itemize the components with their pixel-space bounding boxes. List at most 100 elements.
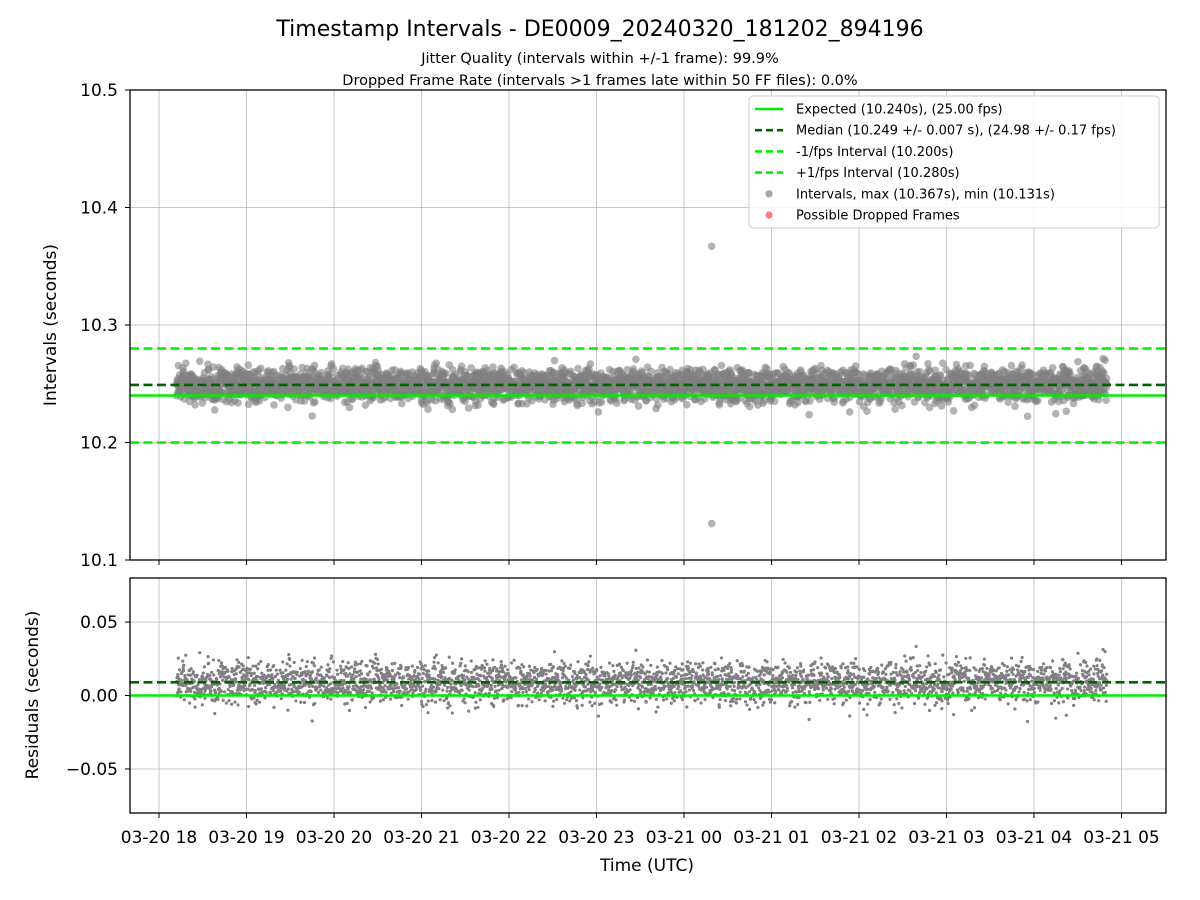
residual-point xyxy=(248,667,253,671)
interval-point xyxy=(441,369,450,378)
residual-point xyxy=(388,686,392,691)
residual-point xyxy=(288,664,292,668)
residual-point xyxy=(335,672,340,676)
residual-point xyxy=(492,704,496,709)
residual-point xyxy=(363,705,368,710)
residual-point xyxy=(437,679,442,683)
residual-point xyxy=(262,673,266,677)
residual-point xyxy=(220,664,224,668)
residual-point xyxy=(419,662,423,666)
residual-point xyxy=(365,664,369,668)
interval-point xyxy=(464,404,473,412)
interval-point xyxy=(348,395,357,403)
residual-point xyxy=(390,668,394,673)
interval-point xyxy=(1101,356,1109,365)
residual-point xyxy=(502,698,506,702)
interval-point xyxy=(891,405,899,414)
interval-point xyxy=(715,401,724,409)
residual-point xyxy=(351,673,355,677)
residual-point xyxy=(483,659,487,663)
residual-point xyxy=(503,664,507,668)
residual-point xyxy=(213,690,218,694)
residual-point xyxy=(473,677,477,681)
residual-point xyxy=(189,689,193,694)
residual-point xyxy=(383,684,387,688)
residual-point xyxy=(322,684,326,688)
residual-point xyxy=(448,704,452,708)
residual-point xyxy=(259,659,263,664)
residual-point xyxy=(453,668,457,672)
residual-point xyxy=(213,711,217,716)
residual-point xyxy=(457,674,461,678)
interval-point xyxy=(519,368,528,377)
top-tick-label-y: 10.3 xyxy=(80,316,118,336)
residual-point xyxy=(203,696,207,700)
residual-point xyxy=(396,686,401,690)
residual-point xyxy=(413,668,417,673)
residual-point xyxy=(339,664,343,668)
residual-point xyxy=(222,690,227,694)
residual-point xyxy=(328,681,333,686)
residual-point xyxy=(341,686,345,690)
residual-point xyxy=(430,698,434,703)
residual-point xyxy=(282,683,286,687)
residual-point xyxy=(426,669,431,673)
residual-point xyxy=(308,673,313,677)
residual-point xyxy=(316,690,321,695)
residual-point xyxy=(319,665,323,669)
residual-point xyxy=(356,670,360,674)
residual-point xyxy=(281,660,285,664)
residual-point xyxy=(256,667,260,671)
residual-point xyxy=(247,678,251,682)
residual-point xyxy=(208,673,212,678)
residual-point xyxy=(417,672,422,676)
residual-point xyxy=(327,670,331,674)
x-tick-label: 03-20 19 xyxy=(208,828,284,848)
interval-point xyxy=(1094,395,1103,404)
residual-point xyxy=(492,696,497,700)
residual-point xyxy=(270,673,274,677)
residual-point xyxy=(409,688,413,692)
residual-point xyxy=(459,684,463,688)
interval-point xyxy=(1051,409,1060,418)
residual-point xyxy=(192,680,196,684)
interval-point xyxy=(1048,364,1057,372)
residual-point xyxy=(490,676,495,681)
residual-point xyxy=(398,689,402,693)
residual-point xyxy=(441,670,446,674)
residual-point xyxy=(230,667,234,671)
residual-point xyxy=(421,671,425,676)
residual-point xyxy=(257,662,261,666)
residual-point xyxy=(311,661,315,665)
residual-point xyxy=(286,687,290,691)
x-tick-label: 03-21 03 xyxy=(908,828,984,848)
residual-point xyxy=(463,664,467,668)
interval-point xyxy=(970,401,979,410)
residual-point xyxy=(368,700,372,704)
interval-point xyxy=(597,398,606,406)
residual-point xyxy=(239,687,243,692)
residual-point xyxy=(369,686,374,691)
interval-point xyxy=(586,360,595,368)
residual-point xyxy=(378,699,383,703)
residual-point xyxy=(199,690,203,694)
residual-point xyxy=(233,700,237,704)
residual-point xyxy=(345,701,349,706)
residual-point xyxy=(355,662,360,666)
residual-point xyxy=(420,665,424,669)
residual-point xyxy=(298,667,302,671)
residual-point xyxy=(329,656,333,661)
residual-point xyxy=(326,663,330,667)
residual-point xyxy=(281,671,285,675)
interval-point xyxy=(699,365,707,374)
residual-point xyxy=(206,661,211,665)
residual-point xyxy=(510,689,514,694)
residual-point xyxy=(421,704,425,709)
interval-point xyxy=(210,406,219,414)
residual-point xyxy=(236,703,240,707)
interval-point xyxy=(924,360,932,368)
residual-point xyxy=(366,673,370,677)
residual-point xyxy=(427,673,431,677)
residual-point xyxy=(229,702,234,706)
residual-point xyxy=(360,659,364,664)
